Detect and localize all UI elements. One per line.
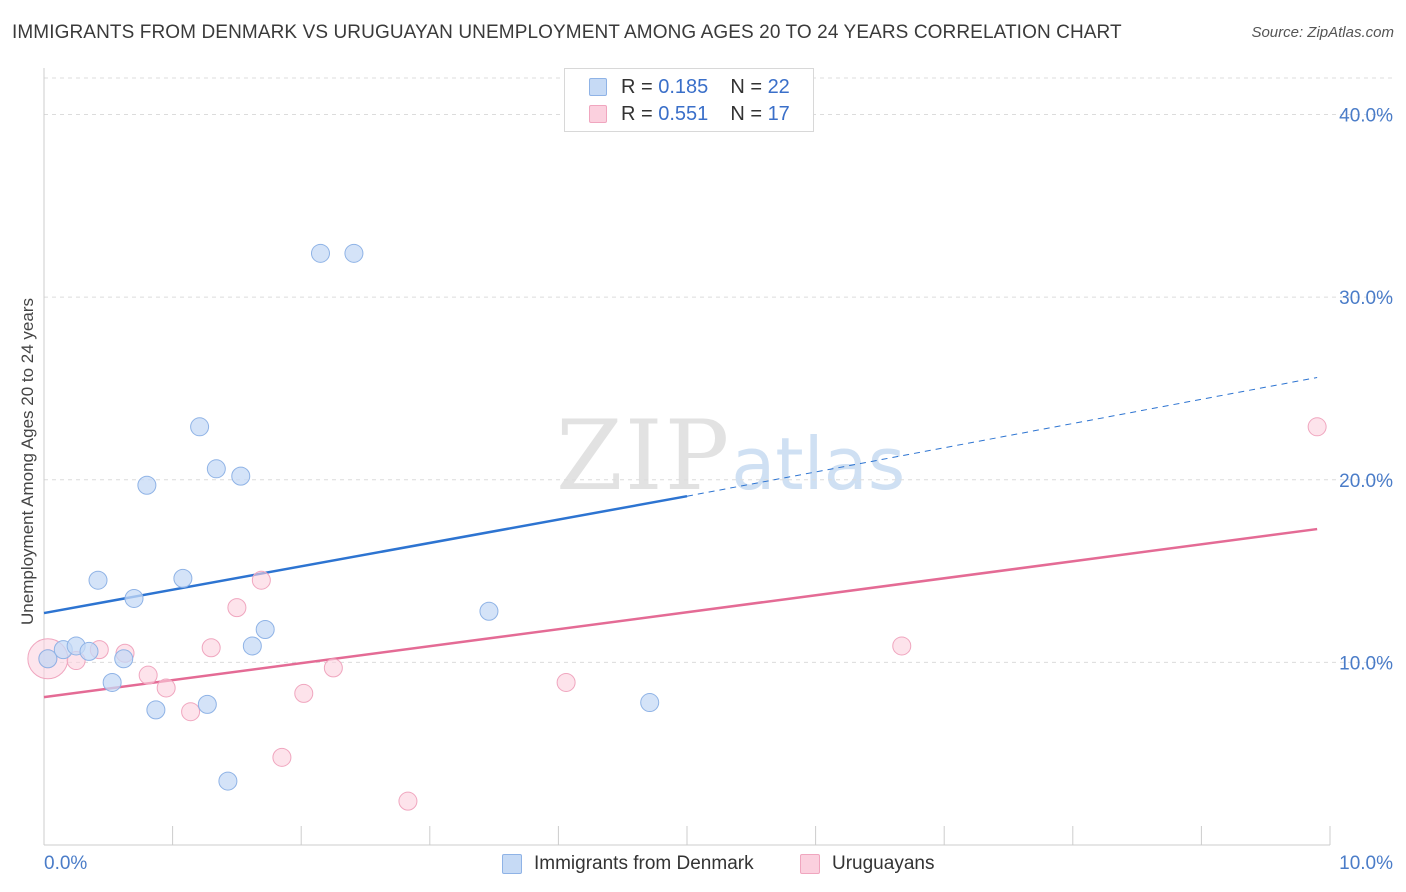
- chart-title: IMMIGRANTS FROM DENMARK VS URUGUAYAN UNE…: [12, 22, 1122, 43]
- uruguay-point: [294, 683, 314, 703]
- uruguay-legend-swatch: [800, 854, 820, 874]
- uruguay-legend-label: Uruguayans: [832, 853, 935, 874]
- x-tick-label: 0.0%: [44, 853, 87, 874]
- denmark-point: [206, 459, 226, 479]
- denmark-trend-line: [43, 494, 688, 615]
- axes: [43, 68, 1331, 846]
- legend-row-uruguay: R = 0.551 N = 17: [589, 102, 790, 126]
- legend-n-value-denmark: 22: [767, 75, 790, 98]
- legend-r-value-uruguay: 0.551: [658, 102, 709, 125]
- denmark-point: [38, 649, 58, 669]
- denmark-point: [255, 620, 275, 640]
- denmark-trend-extension: [686, 377, 1318, 497]
- uruguay-point: [398, 791, 418, 811]
- uruguay-point: [156, 678, 176, 698]
- denmark-point: [88, 570, 108, 590]
- uruguay-point: [1307, 417, 1327, 437]
- correlation-legend: R = 0.185 N = 22 R = 0.551 N = 17: [564, 68, 814, 132]
- denmark-point: [102, 672, 122, 692]
- legend-r-label: R =: [621, 75, 653, 98]
- grid-lines: [44, 77, 1392, 663]
- legend-n-value-uruguay: 17: [767, 102, 790, 125]
- source-credit: Source: ZipAtlas.com: [1251, 24, 1394, 41]
- uruguay-trend-line: [43, 527, 1318, 699]
- denmark-point: [310, 243, 330, 263]
- y-axis-title: Unemployment Among Ages 20 to 24 years: [18, 298, 37, 625]
- denmark-point: [114, 649, 134, 669]
- uruguay-point: [556, 672, 576, 692]
- denmark-swatch: [589, 78, 607, 96]
- y-tick-label: 30.0%: [1339, 288, 1393, 309]
- uruguay-point: [227, 598, 247, 618]
- legend-row-denmark: R = 0.185 N = 22: [589, 75, 790, 99]
- uruguay-point: [272, 747, 292, 767]
- uruguay-point: [181, 702, 201, 722]
- denmark-point: [231, 466, 251, 486]
- uruguay-swatch: [589, 105, 607, 123]
- trend-lines: [43, 377, 1318, 699]
- y-tick-label: 20.0%: [1339, 471, 1393, 492]
- x-tick-label: 10.0%: [1339, 853, 1393, 874]
- denmark-point: [344, 243, 364, 263]
- uruguay-point: [138, 665, 158, 685]
- denmark-point: [190, 417, 210, 437]
- denmark-point: [479, 601, 499, 621]
- denmark-point: [173, 568, 193, 588]
- axis-labels: 10.0% 20.0% 30.0% 40.0% 0.0% 10.0% Unemploymen…: [18, 106, 1393, 874]
- denmark-point: [124, 588, 144, 608]
- uruguay-point: [251, 570, 271, 590]
- uruguay-point: [892, 636, 912, 656]
- uruguay-point: [201, 638, 221, 658]
- denmark-legend-swatch: [502, 854, 522, 874]
- denmark-point: [137, 475, 157, 495]
- denmark-point: [218, 771, 238, 791]
- bottom-legend-denmark[interactable]: Immigrants from Denmark: [502, 852, 754, 876]
- y-tick-label: 10.0%: [1339, 653, 1393, 674]
- data-points: [27, 243, 1327, 811]
- denmark-point: [146, 700, 166, 720]
- watermark-atlas: atlas: [731, 422, 906, 506]
- legend-n-label: N =: [730, 75, 762, 98]
- y-tick-label: 40.0%: [1339, 106, 1393, 127]
- denmark-point: [640, 693, 660, 713]
- legend-r-value-denmark: 0.185: [658, 75, 709, 98]
- legend-n-label: N =: [730, 102, 762, 125]
- uruguay-point: [323, 658, 343, 678]
- denmark-legend-label: Immigrants from Denmark: [534, 853, 754, 874]
- denmark-point: [79, 641, 99, 661]
- legend-r-label: R =: [621, 102, 653, 125]
- bottom-legend-uruguay[interactable]: Uruguayans: [800, 852, 934, 876]
- denmark-point: [197, 694, 217, 714]
- denmark-point: [242, 636, 262, 656]
